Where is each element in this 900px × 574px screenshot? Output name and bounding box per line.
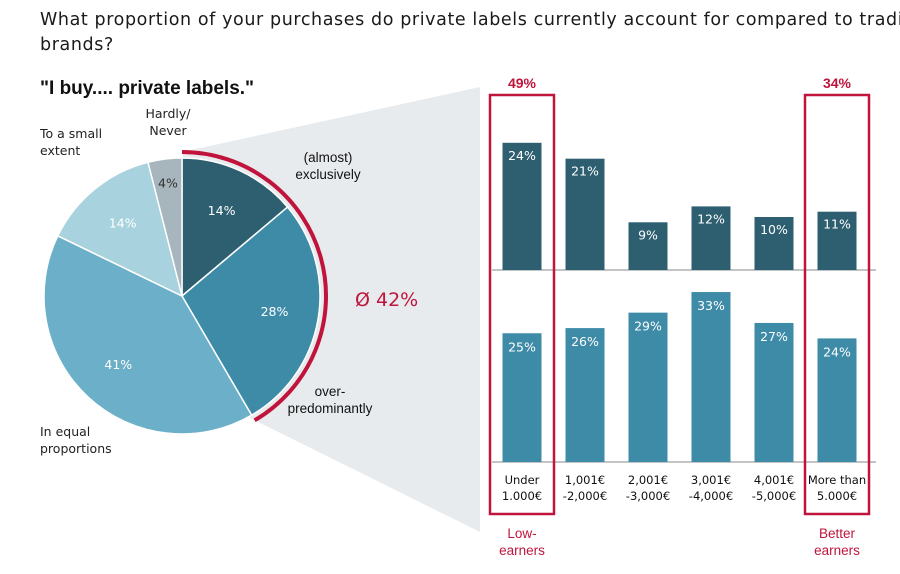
pie-slice-3: [56, 161, 184, 298]
pie-label-1-line-1: predominantly: [288, 401, 373, 416]
bar-bottom-0: [502, 333, 542, 462]
highlight-box-1: [803, 93, 871, 516]
pie-slice-value-2: 41%: [104, 357, 132, 372]
bar-top-value-2: 9%: [638, 227, 658, 242]
bar-bottom-value-3: 33%: [697, 298, 725, 313]
highlight-total-1: 34%: [823, 75, 852, 91]
highlight-note-0-line-1: earners: [499, 543, 545, 558]
bar-top-4: [754, 217, 794, 270]
bar-bottom-value-5: 24%: [823, 344, 851, 359]
bar-bottom-value-0: 25%: [508, 339, 536, 354]
bar-bottom-value-2: 29%: [634, 319, 662, 334]
highlight-box-0: [488, 93, 556, 516]
category-label-1-line-0: 1,001€: [565, 473, 605, 487]
pie-slice-1: [181, 206, 321, 417]
bar-top-value-0: 24%: [508, 148, 536, 163]
category-label-4-line-1: -5,000€: [752, 489, 796, 503]
bar-top-5: [817, 211, 857, 270]
pie-slice-2: [43, 234, 253, 435]
pie-slice-4: [147, 157, 183, 297]
pie-label-0-line-1: exclusively: [295, 167, 361, 182]
highlight-total-0: 49%: [508, 75, 537, 91]
category-label-2-line-1: -3,000€: [626, 489, 670, 503]
bar-bottom-5: [817, 338, 857, 462]
bar-bottom-4: [754, 322, 794, 462]
bar-top-value-1: 21%: [571, 164, 599, 179]
bar-bottom-1: [565, 328, 605, 462]
bar-bottom-value-4: 27%: [760, 329, 788, 344]
category-label-0-line-1: 1.000€: [502, 489, 542, 503]
bar-top-0: [502, 142, 542, 270]
category-label-3-line-1: -4,000€: [689, 489, 733, 503]
bar-top-value-3: 12%: [697, 211, 725, 226]
pie-chart: 14% 28% 41% 14% 4% Ø 42% (almost) exclusively ov…: [39, 106, 418, 456]
bar-bottom-value-1: 26%: [571, 334, 599, 349]
category-label-5-line-1: 5.000€: [817, 489, 857, 503]
average-value: Ø 42%: [355, 289, 418, 311]
bar-top-2: [628, 222, 668, 270]
pie-label-4-line-0: Hardly/: [146, 106, 192, 121]
category-label-0-line-0: Under: [505, 473, 540, 487]
chart-title-line-2: brands?: [40, 35, 114, 55]
bar-top-value-4: 10%: [760, 222, 788, 237]
pie-label-4-line-1: Never: [149, 123, 187, 138]
bar-top-3: [691, 206, 731, 270]
pie-label-3-line-1: extent: [40, 143, 80, 158]
category-label-1-line-1: -2,000€: [563, 489, 607, 503]
average-highlight-arc: [181, 150, 328, 423]
highlight-note-0-line-0: Low-: [507, 526, 536, 541]
pie-slice-0: [181, 157, 289, 298]
pie-slice-value-0: 14%: [208, 203, 236, 218]
chart-title-line-1: What proportion of your purchases do pri…: [40, 10, 900, 30]
highlight-note-1-line-0: Better: [819, 526, 856, 541]
pie-slice-value-3: 14%: [109, 215, 137, 230]
category-label-5-line-0: More than: [808, 473, 866, 487]
pie-subtitle: "I buy.... private labels.": [40, 78, 254, 99]
pie-label-2-line-0: In equal: [40, 424, 90, 439]
bar-top-1: [565, 158, 605, 270]
pie-label-2-line-1: proportions: [40, 441, 112, 456]
pie-slice-value-1: 28%: [261, 304, 289, 319]
category-label-2-line-0: 2,001€: [628, 473, 668, 487]
bar-bottom-3: [691, 292, 731, 462]
category-label-3-line-0: 3,001€: [691, 473, 731, 487]
category-label-4-line-0: 4,001€: [754, 473, 794, 487]
bar-bottom-2: [628, 312, 668, 462]
pie-label-3-line-0: To a small: [39, 126, 102, 141]
bar-chart: 24% 25% Under 1.000€ 21% 26% 1,001€ -2,000€ 9% 29…: [488, 75, 876, 558]
pie-label-1-line-0: over-: [315, 384, 346, 399]
pie-label-0-line-0: (almost): [304, 150, 353, 165]
bar-top-value-5: 11%: [823, 217, 851, 232]
highlight-note-1-line-1: earners: [814, 543, 860, 558]
pie-slice-value-4: 4%: [158, 176, 178, 191]
